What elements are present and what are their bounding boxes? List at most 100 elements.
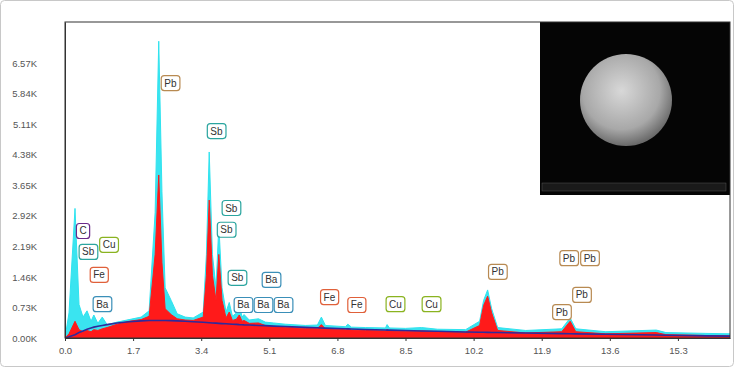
- y-tick: 2.92K: [12, 210, 65, 221]
- y-tick: 5.84K: [12, 88, 65, 99]
- peak-label-text: Sb: [210, 126, 223, 137]
- peak-label-text: Ba: [277, 299, 290, 310]
- y-tick: 0.73K: [12, 302, 65, 313]
- y-tick-label: 0.00K: [12, 333, 37, 344]
- peak-label-text: Cu: [389, 299, 402, 310]
- y-tick-label: 2.92K: [12, 210, 37, 221]
- peak-label: Cu: [100, 237, 119, 252]
- peak-label-box: [90, 267, 108, 282]
- y-axis: 0.00K0.73K1.46K2.19K2.92K3.65K4.38K5.11K…: [12, 23, 65, 344]
- x-tick: 5.1: [263, 338, 276, 356]
- peak-label: Pb: [581, 251, 600, 266]
- peak-label-text: Pb: [576, 289, 589, 300]
- peak-label: Ba: [274, 297, 293, 312]
- y-tick-label: 1.46K: [12, 272, 37, 283]
- peak-label-box: [234, 297, 253, 312]
- x-tick-label: 5.1: [263, 345, 276, 356]
- x-tick-mark: [133, 338, 134, 341]
- y-tick-label: 5.11K: [13, 119, 38, 130]
- peak-label-text: Sb: [225, 203, 238, 214]
- peak-label-box: [489, 264, 508, 279]
- x-tick: 10.2: [465, 338, 484, 356]
- peak-label: Pb: [553, 305, 572, 320]
- peak-label: Sb: [79, 244, 98, 259]
- y-tick: 1.46K: [12, 272, 65, 283]
- x-tick-mark: [542, 338, 543, 341]
- peak-label-box: [573, 287, 592, 302]
- x-tick: 1.7: [127, 338, 140, 356]
- spectrum-area: [65, 41, 730, 338]
- x-tick-mark: [474, 338, 475, 341]
- x-tick-mark: [610, 338, 611, 341]
- peak-label: Pb: [161, 76, 180, 91]
- peak-label: Ba: [93, 297, 112, 312]
- x-tick-label: 15.3: [669, 345, 688, 356]
- x-tick-label: 1.7: [127, 345, 140, 356]
- plot-frame: [65, 22, 730, 338]
- x-axis-line: [66, 338, 731, 339]
- sem-inset: [540, 22, 730, 195]
- peak-label: Sb: [228, 270, 247, 285]
- y-tick-label: 5.84K: [12, 88, 37, 99]
- x-tick-mark: [678, 338, 679, 341]
- x-tick: 15.3: [669, 338, 688, 356]
- peak-label-box: [560, 251, 579, 266]
- x-tick: 13.6: [601, 338, 620, 356]
- y-tick-label: 4.38K: [12, 149, 37, 160]
- peak-label-text: Sb: [82, 246, 95, 257]
- peak-label: Pb: [560, 251, 579, 266]
- peak-label-box: [422, 297, 441, 312]
- peak-label-box: [217, 222, 236, 237]
- peak-label-text: Fe: [351, 299, 363, 310]
- peak-label-box: [386, 297, 405, 312]
- peak-label-text: Pb: [563, 253, 576, 264]
- x-tick-mark: [406, 338, 407, 341]
- peak-label-text: Sb: [220, 224, 233, 235]
- peak-label-box: [228, 270, 247, 285]
- y-tick: 0.00K: [12, 333, 65, 344]
- x-tick-label: 10.2: [465, 345, 484, 356]
- peak-label-text: Pb: [492, 266, 505, 277]
- x-tick: 6.8: [331, 338, 344, 356]
- peak-labels: PbSbSbSbSbBaBaBaBaCSbCuFeBaFeFeCuCuPbPbP…: [76, 76, 599, 320]
- inset-background: [540, 22, 730, 195]
- peak-label: Cu: [386, 297, 405, 312]
- x-axis: 0.0 1.7 3.4 5.1 6.8 8.5 10.2 11.9 13.6 15.3: [59, 338, 731, 356]
- peak-label-text: Pb: [584, 253, 597, 264]
- x-tick-mark: [337, 338, 338, 341]
- x-tick: 8.5: [399, 338, 412, 356]
- peak-label-text: Cu: [425, 299, 438, 310]
- x-tick: 0.0: [59, 338, 72, 356]
- x-tick-label: 8.5: [399, 345, 412, 356]
- peak-label-box: [581, 251, 600, 266]
- x-tick-label: 13.6: [601, 345, 620, 356]
- peak-label-text: Ba: [257, 299, 270, 310]
- peak-label-box: [76, 223, 89, 238]
- peak-label-box: [254, 297, 273, 312]
- peak-label-text: Pb: [556, 307, 569, 318]
- peak-label-box: [321, 290, 339, 305]
- x-tick-label: 0.0: [59, 345, 72, 356]
- plot-area: [65, 22, 730, 338]
- y-tick: 6.57K: [12, 58, 65, 69]
- peak-label-box: [100, 237, 119, 252]
- y-tick: 3.65K: [12, 180, 65, 191]
- background-line: [65, 320, 730, 338]
- y-tick-label: 3.65K: [12, 180, 37, 191]
- peak-label: Fe: [348, 297, 366, 312]
- peak-label: Sb: [207, 124, 226, 139]
- x-tick-mark: [201, 338, 202, 341]
- peak-label-box: [262, 272, 281, 287]
- x-tick-label: 11.9: [533, 345, 551, 356]
- y-tick: 4.38K: [12, 149, 65, 160]
- x-tick: 3.4: [195, 338, 208, 356]
- peak-label: Sb: [222, 201, 241, 216]
- peak-label-box: [207, 124, 226, 139]
- peak-label-text: Sb: [231, 272, 244, 283]
- y-tick-label: 6.57K: [12, 58, 37, 69]
- peak-label-box: [79, 244, 98, 259]
- background: [1, 1, 734, 367]
- peak-label-text: Pb: [164, 78, 177, 89]
- peak-label-text: Cu: [103, 239, 116, 250]
- peak-label-text: Ba: [237, 299, 250, 310]
